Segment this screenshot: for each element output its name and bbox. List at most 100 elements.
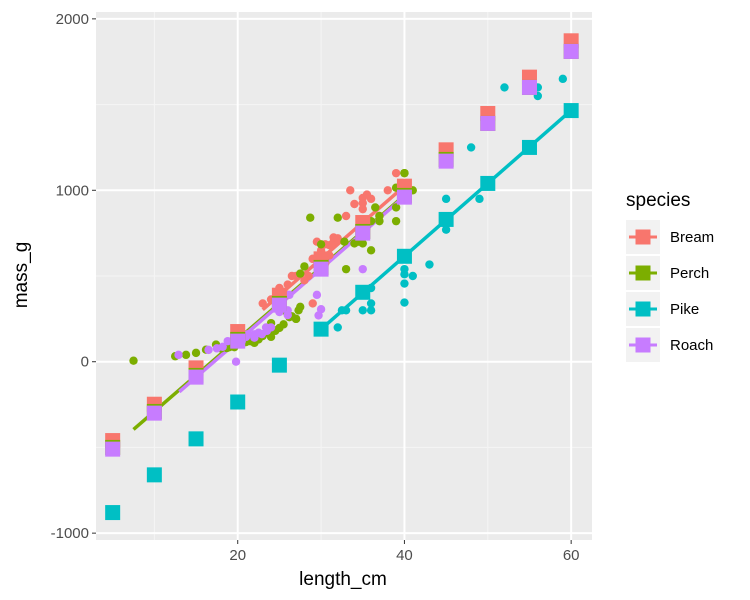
point-pike (466, 143, 476, 152)
point-bream (391, 168, 401, 178)
predicted-roach (188, 369, 204, 385)
point-roach (285, 290, 294, 300)
point-pike (425, 260, 434, 269)
point-roach (174, 350, 183, 360)
point-perch (391, 203, 401, 212)
point-bream (346, 186, 355, 195)
y-tick-label: -1000 (51, 525, 89, 542)
point-roach (231, 357, 241, 366)
legend-dot-perch (639, 269, 647, 277)
predicted-pike (480, 175, 496, 191)
point-perch (340, 237, 349, 246)
point-perch (129, 356, 138, 365)
predicted-pike (105, 505, 121, 521)
predicted-roach (271, 297, 287, 313)
point-roach (316, 305, 326, 314)
point-roach (204, 345, 213, 355)
point-pike (400, 279, 409, 288)
point-bream (333, 235, 342, 244)
predicted-pike (521, 139, 537, 155)
point-bream (258, 299, 267, 308)
legend-dot-roach (639, 341, 647, 349)
point-bream (358, 204, 367, 214)
predicted-roach (438, 153, 454, 169)
point-perch (366, 246, 376, 255)
predicted-pike (146, 467, 162, 483)
data-points (129, 74, 568, 366)
predicted-roach (521, 79, 537, 95)
point-bream (341, 211, 351, 221)
point-pike (366, 299, 376, 308)
predicted-pike (313, 321, 329, 337)
point-perch (291, 314, 301, 324)
point-roach (243, 330, 252, 339)
x-tick-label: 40 (396, 547, 413, 564)
point-pike (441, 194, 451, 204)
point-perch (181, 350, 191, 360)
predicted-roach (313, 261, 329, 277)
point-perch (371, 203, 380, 212)
y-tick-label: 2000 (56, 11, 89, 28)
point-pike (358, 306, 367, 315)
predicted-squares (105, 33, 579, 521)
point-perch (266, 332, 276, 342)
legend-label-roach: Roach (670, 337, 713, 354)
y-tick-label: 1000 (56, 182, 89, 199)
point-perch (400, 168, 409, 178)
predicted-roach (480, 115, 496, 131)
point-perch (296, 269, 305, 278)
legend-label-bream: Bream (670, 229, 714, 246)
predicted-pike (438, 211, 454, 227)
point-pike (400, 264, 409, 274)
point-bream (350, 199, 359, 209)
point-perch (375, 211, 384, 221)
legend-label-pike: Pike (670, 301, 699, 318)
x-tick-label: 60 (563, 547, 580, 564)
predicted-roach (355, 225, 371, 241)
point-pike (500, 83, 509, 92)
point-pike (475, 194, 484, 204)
predicted-pike (271, 357, 287, 373)
point-perch (296, 302, 305, 312)
predicted-roach (146, 405, 162, 421)
predicted-pike (355, 284, 371, 300)
point-pike (400, 298, 409, 307)
predicted-roach (230, 333, 246, 349)
point-bream (383, 186, 392, 195)
point-perch (300, 262, 309, 271)
predicted-roach (396, 189, 412, 205)
point-perch (316, 240, 326, 249)
predicted-pike (396, 248, 412, 264)
point-pike (366, 306, 376, 315)
point-roach (218, 342, 227, 351)
point-bream (304, 271, 313, 281)
point-perch (350, 239, 359, 248)
legend-title: species (626, 190, 690, 211)
point-roach (312, 290, 322, 300)
point-pike (408, 271, 417, 281)
point-pike (558, 74, 568, 84)
y-tick-label: 0 (81, 354, 89, 371)
point-bream (308, 299, 317, 308)
point-perch (306, 213, 315, 222)
point-perch (358, 239, 367, 248)
point-perch (279, 320, 288, 329)
x-axis-title: length_cm (299, 569, 387, 590)
axes: 20 40 60 -1000 0 1000 2000 (51, 11, 580, 564)
legend-dot-pike (639, 305, 647, 313)
legend-dot-bream (639, 233, 647, 241)
predicted-pike (230, 394, 246, 410)
predicted-roach (105, 441, 121, 457)
x-tick-label: 20 (229, 547, 246, 564)
predicted-pike (188, 431, 204, 447)
major-gridlines (96, 12, 592, 540)
point-bream (358, 198, 367, 208)
legend-label-perch: Perch (670, 265, 709, 282)
predicted-roach (563, 43, 579, 59)
point-perch (341, 264, 351, 274)
point-roach (223, 336, 232, 346)
point-perch (191, 348, 201, 358)
predicted-pike (563, 103, 579, 119)
point-perch (333, 213, 342, 222)
